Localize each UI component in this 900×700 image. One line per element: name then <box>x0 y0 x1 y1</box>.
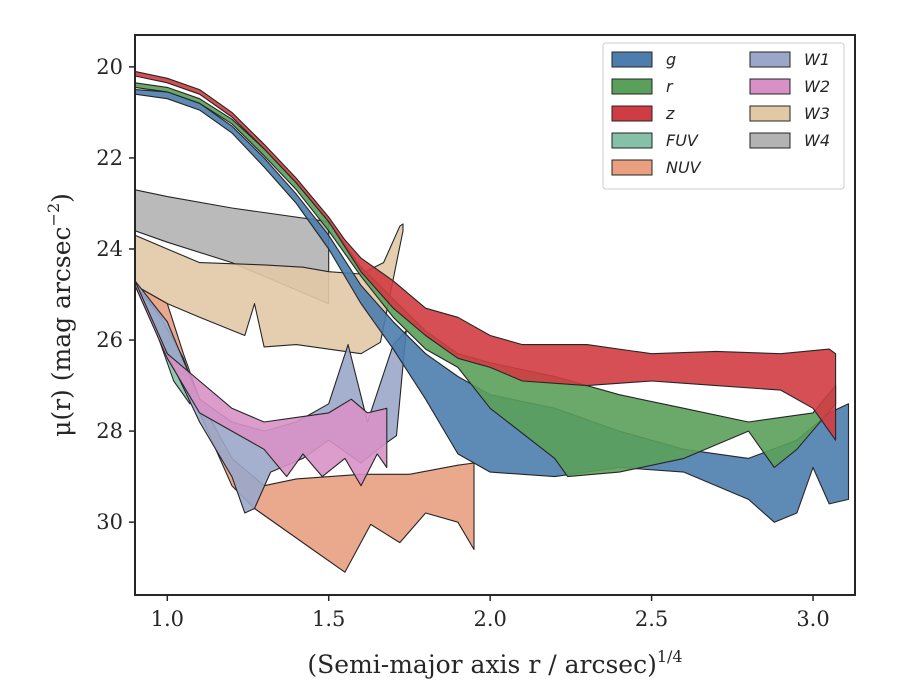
legend: grz FUV NUV W1 W2 W3 W4 <box>602 42 845 190</box>
legend-label-w4: W4 <box>804 131 830 150</box>
y-axis-ticks: 20 22 24 26 28 30 <box>96 55 135 534</box>
x-tick-label: 2.0 <box>473 607 506 631</box>
x-tick-label: 2.5 <box>635 607 668 631</box>
legend-label-r: r <box>666 77 674 96</box>
band-w3 <box>135 223 404 355</box>
y-tick-label: 22 <box>96 146 123 170</box>
band-g <box>135 89 850 523</box>
y-tick-label: 20 <box>96 55 123 79</box>
y-axis-label-text: μ(r) (mag arcsec <box>47 226 76 436</box>
y-tick-label: 24 <box>96 237 123 261</box>
x-tick-label: 3.0 <box>796 607 829 631</box>
y-tick-label: 28 <box>96 419 123 443</box>
legend-swatch-g <box>611 51 653 68</box>
plot-frame <box>134 34 856 596</box>
x-axis-label-exponent: 1/4 <box>657 647 683 666</box>
legend-swatch-fuv <box>611 132 653 149</box>
band-z <box>135 70 837 441</box>
legend-label-z: z <box>665 104 675 123</box>
legend-swatch-r <box>611 78 653 95</box>
x-tick-label: 1.5 <box>312 607 345 631</box>
legend-label-w2: W2 <box>804 77 830 96</box>
legend-swatch-w3 <box>749 105 791 122</box>
y-tick-label: 30 <box>96 510 123 534</box>
legend-label-w3: W3 <box>804 104 830 123</box>
band-w2 <box>135 280 388 487</box>
y-axis-label-close: ) <box>47 193 76 203</box>
y-axis-label: μ(r) (mag arcsec−2) <box>44 193 76 437</box>
y-tick-label: 26 <box>96 328 123 352</box>
x-axis-label-text: (Semi-major axis r / arcsec) <box>307 650 656 679</box>
legend-swatch-nuv <box>611 159 653 176</box>
legend-swatch-z <box>611 105 653 122</box>
legend-swatch-w2 <box>749 78 791 95</box>
legend-label-w1: W1 <box>804 50 830 69</box>
y-axis-label-exponent: −2 <box>44 203 63 227</box>
legend-swatch-w1 <box>749 51 791 68</box>
profile-bands <box>135 70 850 573</box>
legend-label-fuv: FUV <box>666 131 699 150</box>
x-axis-label: (Semi-major axis r / arcsec)1/4 <box>307 647 682 679</box>
x-axis-ticks: 1.0 1.5 2.0 2.5 3.0 <box>151 595 830 631</box>
legend-label-nuv: NUV <box>666 158 702 177</box>
x-tick-label: 1.0 <box>151 607 184 631</box>
legend-label-g: g <box>666 50 676 69</box>
legend-swatch-w4 <box>749 132 791 149</box>
